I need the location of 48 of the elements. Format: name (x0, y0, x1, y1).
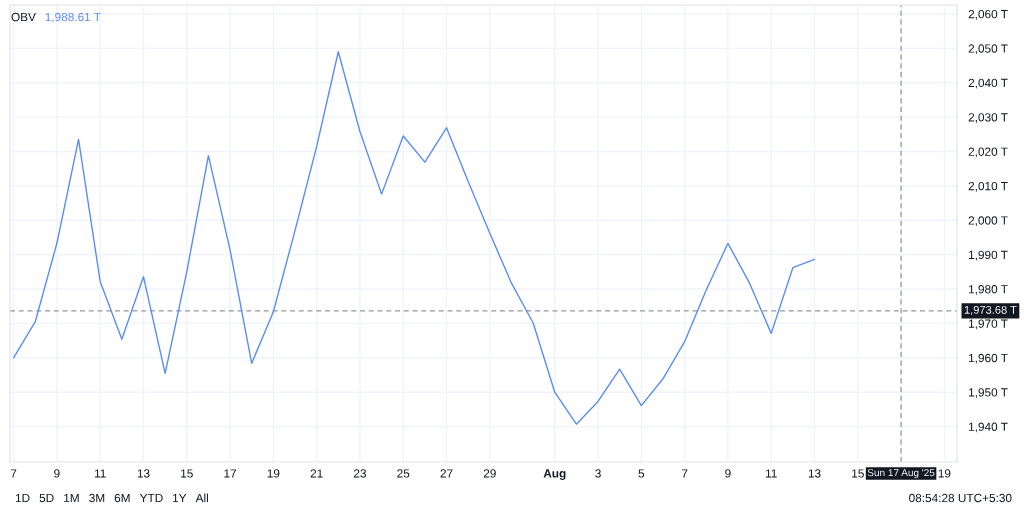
y-tick-label: 2,010 T (968, 181, 1008, 192)
x-tick-label: 7 (681, 469, 688, 478)
x-tick-label: 23 (353, 469, 366, 478)
x-tick-label: 5 (638, 469, 645, 478)
x-tick-label: 25 (397, 469, 410, 478)
x-tick-label: 13 (808, 469, 821, 478)
text: 1D (15, 493, 30, 503)
text: 08:54:28 UTC+5:30 (909, 493, 1012, 503)
ref-line-label: 1,973.68 T (964, 305, 1017, 316)
y-tick-label: 1,940 T (969, 422, 1008, 433)
x-tick-label: 27 (440, 469, 453, 478)
x-tick-label: 19 (267, 469, 280, 478)
text: YTD (139, 493, 163, 503)
text: 1Y (173, 493, 187, 503)
y-tick-label: 2,030 T (968, 113, 1008, 123)
x-tick-label: 7 (10, 469, 17, 478)
x-tick-label: 3 (595, 469, 601, 478)
y-tick-label: 2,060 T (968, 9, 1008, 20)
ref-line-label: Sun 17 Aug '25 (867, 469, 935, 479)
text: 1M (64, 493, 79, 503)
x-tick-label: 11 (94, 469, 106, 478)
text: 3M (89, 493, 105, 503)
y-tick-label: 2,020 T (968, 147, 1008, 158)
y-tick-label: 1,950 T (969, 388, 1008, 398)
text: 1,988.61 T (45, 12, 101, 23)
line-series (12, 51, 816, 425)
x-tick-label: 21 (310, 469, 323, 478)
y-tick-label: 2,050 T (968, 44, 1008, 55)
x-tick-label: 9 (725, 469, 731, 478)
y-tick-label: 1,990 T (969, 250, 1008, 261)
x-tick-label: 15 (852, 469, 864, 478)
x-tick-label: 9 (54, 469, 60, 478)
y-tick-label: 1,960 T (969, 353, 1008, 364)
text: 5D (39, 493, 54, 503)
y-tick-label: 1,980 T (969, 285, 1008, 295)
text: 6M (114, 493, 130, 503)
x-tick-label: 29 (483, 469, 496, 478)
y-tick-label: 2,040 T (968, 78, 1008, 89)
text: OBV (11, 12, 36, 22)
x-tick-label: 17 (224, 469, 237, 478)
x-tick-label: 11 (765, 469, 777, 478)
x-tick-label: 13 (137, 469, 150, 478)
x-tick-label: 15 (181, 469, 193, 478)
x-tick-label: Aug (543, 469, 566, 480)
x-tick-label: 19 (938, 469, 951, 478)
y-tick-label: 1,970 T (969, 319, 1008, 330)
y-tick-label: 2,000 T (968, 216, 1008, 227)
text: All (195, 493, 208, 503)
